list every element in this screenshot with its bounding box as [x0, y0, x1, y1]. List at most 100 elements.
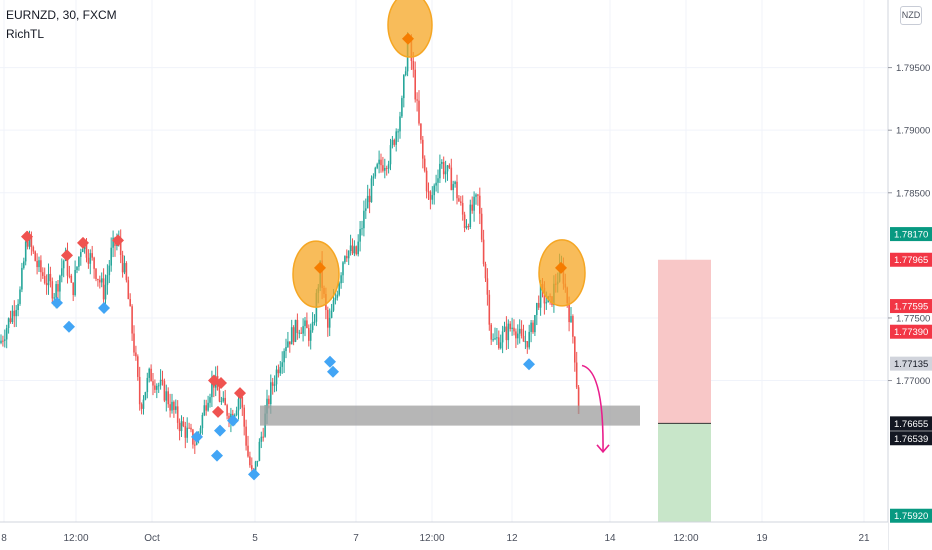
time-tick-label: 12:00 [673, 533, 698, 544]
chart-annotations [21, 0, 711, 522]
price-tick-label: 1.79000 [896, 126, 930, 137]
candle-body [142, 399, 145, 409]
swing-high-marker [77, 236, 89, 249]
candle-body [465, 226, 468, 228]
time-tick-label: 19 [756, 533, 768, 544]
candle-body [488, 294, 491, 325]
candle-body [273, 384, 276, 386]
time-tick-label: 7 [353, 533, 359, 544]
candle-body [4, 339, 6, 341]
time-axis[interactable]: 8 12:00 Oct 5 7 12:00 12 14 12:00 19 21 [0, 521, 888, 550]
candle-body [125, 263, 128, 281]
symbol-title[interactable]: EURNZD, 30, FXCM [6, 8, 117, 22]
price-tick-label: 1.78500 [896, 188, 930, 199]
candle-body [351, 245, 354, 254]
candle-body [70, 275, 73, 283]
indicator-label[interactable]: RichTL [6, 27, 45, 41]
candle-body [330, 310, 333, 318]
candle-body [509, 323, 511, 330]
candle-body [47, 273, 50, 286]
candle-body [444, 171, 447, 175]
candle-body [194, 444, 196, 446]
candle-body [511, 327, 513, 330]
swing-high-marker [61, 249, 73, 262]
candle-body [32, 247, 35, 252]
candle-body [479, 195, 481, 214]
candle-body [165, 391, 168, 401]
price-tag-label: 1.78170 [894, 230, 928, 241]
candle-body [251, 465, 253, 470]
projection-arrowhead [596, 444, 610, 454]
candle-body [517, 333, 519, 339]
candle-body [344, 256, 346, 263]
candle-body [131, 306, 133, 334]
candle-body [277, 369, 280, 374]
candle-body [378, 159, 380, 165]
candle-body [7, 318, 10, 329]
candle-body [186, 427, 188, 438]
candle-body [467, 226, 470, 228]
candle-body [524, 341, 527, 343]
candle-body [537, 303, 540, 308]
candle-body [254, 461, 257, 473]
candle-body [235, 410, 238, 416]
candle-body [442, 162, 445, 175]
candle-body [446, 165, 449, 172]
candle-body [574, 336, 576, 363]
candle-body [298, 332, 301, 334]
candle-body [205, 405, 207, 411]
candle-body [99, 279, 101, 283]
candle-body [137, 356, 139, 377]
swing-low-marker [248, 468, 260, 481]
support-zone [260, 405, 640, 426]
candle-body [21, 267, 23, 290]
candle-body [40, 260, 42, 273]
candle-body [357, 241, 359, 255]
swing-low-marker [191, 430, 203, 443]
candle-body [34, 251, 36, 261]
candle-body [492, 339, 494, 341]
swing-low-marker [214, 424, 226, 437]
candle-body [300, 332, 302, 334]
price-tag [890, 252, 932, 267]
candle-body [498, 337, 500, 349]
candle-body [496, 337, 498, 339]
candle-body [138, 376, 141, 405]
candle-body [190, 427, 192, 430]
swing-high-marker [112, 234, 124, 247]
candle-body [36, 260, 38, 268]
swing-high-marker [21, 230, 33, 243]
price-axis[interactable]: 1.79500 1.79000 1.78500 1.77500 1.77000 1.781… [887, 0, 932, 550]
candle-body [441, 162, 443, 164]
candle-body [575, 362, 578, 388]
candle-body [100, 278, 103, 283]
candle-body [110, 247, 112, 266]
candle-body [72, 282, 74, 295]
candle-body [518, 328, 521, 334]
candle-body [78, 256, 80, 267]
candle-body [167, 391, 169, 405]
candle-body [76, 266, 78, 270]
candle-body [245, 426, 247, 446]
candle-body [176, 406, 179, 423]
candle-body [178, 422, 181, 432]
candle-body [435, 182, 437, 186]
candle-body [482, 239, 485, 264]
candle-body [23, 261, 25, 268]
price-tag [890, 508, 932, 523]
candle-body [209, 397, 211, 403]
currency-badge[interactable]: NZD [900, 6, 922, 25]
candle-body [289, 341, 291, 345]
candle-body [480, 213, 483, 240]
candle-body [281, 362, 283, 367]
candle-body [450, 167, 453, 191]
candle-body [169, 404, 171, 411]
candle-body [395, 131, 397, 145]
candle-body [154, 385, 156, 390]
price-tag [890, 227, 932, 242]
candle-body [471, 204, 473, 211]
pattern-highlight-circle [538, 239, 586, 307]
candle-body [146, 377, 149, 393]
swing-low-marker [63, 320, 75, 333]
